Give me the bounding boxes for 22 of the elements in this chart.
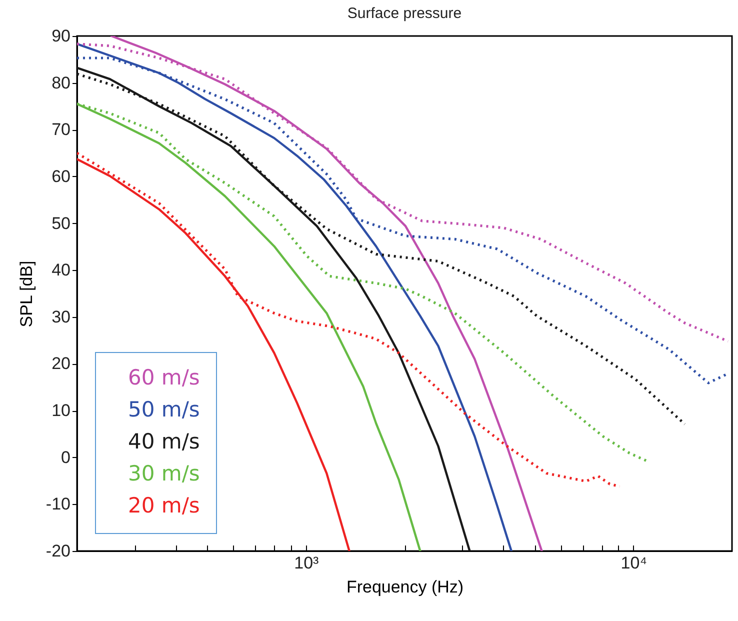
y-tick-label: 50 xyxy=(52,214,70,233)
text: 20 m/s xyxy=(128,494,200,518)
x-tick-label: 10⁴ xyxy=(620,554,648,572)
y-tick-label: 70 xyxy=(52,120,70,140)
y-tick-label: -10 xyxy=(46,494,70,514)
x-tick-label: 10³ xyxy=(294,554,320,572)
y-tick-label: 0 xyxy=(61,448,70,467)
text: 30 m/s xyxy=(128,462,200,486)
y-tick-label: 10 xyxy=(52,401,70,420)
y-axis-title: SPL [dB] xyxy=(16,260,36,328)
chart-title: Surface pressure xyxy=(347,5,462,22)
x-axis-title: Frequency (Hz) xyxy=(346,578,464,596)
text: 60 m/s xyxy=(128,366,200,390)
y-tick-label: -20 xyxy=(46,542,70,560)
y-tick-label: 40 xyxy=(52,260,70,280)
y-tick-label: 80 xyxy=(52,73,70,92)
y-tick-label: 90 xyxy=(52,26,70,46)
text: 50 m/s xyxy=(128,398,200,422)
y-tick-label: 20 xyxy=(52,354,70,374)
text: 40 m/s xyxy=(128,430,200,454)
y-tick-label: 30 xyxy=(52,307,70,326)
y-tick-label: 60 xyxy=(52,166,70,186)
